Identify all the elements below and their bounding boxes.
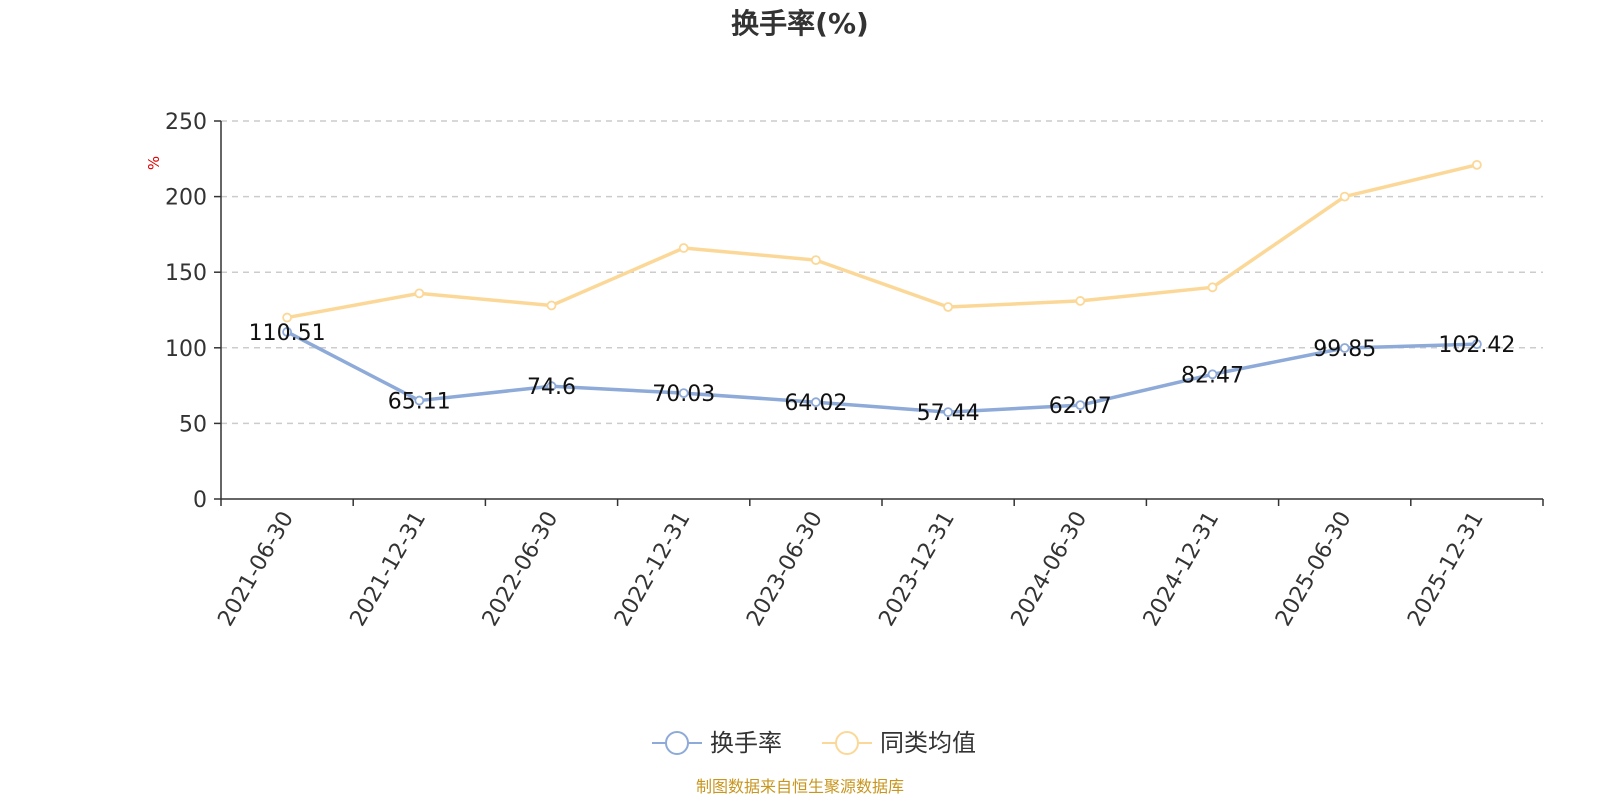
series-0-point[interactable] — [1339, 343, 1350, 353]
series-1-point[interactable] — [546, 300, 557, 311]
chart-title: 换手率(%) — [731, 7, 869, 40]
x-tick-label: 2021-06-30 — [213, 507, 299, 630]
y-tick-label: 0 — [193, 488, 207, 513]
data-label: 110.51 — [249, 321, 326, 346]
data-labels: 110.51 65.11 74.6 70.03 64.02 57.44 62.07 82.47… — [249, 321, 1516, 426]
series-1-point[interactable] — [811, 255, 821, 266]
series-1-point[interactable] — [414, 288, 425, 299]
series-1-point[interactable] — [678, 243, 689, 253]
series-0-point[interactable] — [943, 407, 953, 418]
data-source-note: 制图数据来自恒生聚源数据库 — [696, 777, 904, 796]
x-tick-label: 2023-12-31 — [874, 507, 960, 630]
data-label: 70.03 — [652, 382, 715, 407]
y-tick-label: 50 — [179, 412, 207, 437]
y-axis-label: % — [145, 156, 163, 170]
data-label: 99.85 — [1313, 337, 1376, 362]
legend[interactable]: 换手率 同类均值 — [652, 729, 976, 757]
series-1-point[interactable] — [282, 312, 293, 323]
series-1-point[interactable] — [1207, 282, 1218, 293]
data-label: 64.02 — [784, 391, 847, 416]
series-lines — [282, 159, 1482, 418]
y-tick-label: 250 — [165, 110, 207, 135]
x-tick-label: 2023-06-30 — [742, 507, 828, 630]
y-tick-label: 150 — [165, 261, 207, 286]
series-0-point[interactable] — [414, 395, 425, 406]
series-0-point[interactable] — [811, 397, 821, 408]
data-label: 82.47 — [1181, 363, 1244, 388]
data-label: 102.42 — [1438, 333, 1515, 358]
x-tick-label: 2024-12-31 — [1139, 507, 1225, 630]
series-0-point[interactable] — [678, 388, 689, 399]
series-line-1 — [286, 163, 1478, 320]
series-0-point[interactable] — [546, 381, 557, 392]
series-1-point[interactable] — [1075, 296, 1086, 306]
data-label: 62.07 — [1049, 394, 1112, 419]
data-label: 65.11 — [388, 390, 451, 415]
legend-label: 同类均值 — [880, 729, 976, 757]
series-line-0 — [286, 330, 1477, 414]
series-1-point[interactable] — [943, 302, 953, 312]
series-1-point[interactable] — [1339, 191, 1350, 202]
series-0-point[interactable] — [282, 327, 293, 337]
legend-item-0[interactable]: 换手率 — [652, 729, 782, 757]
legend-label: 换手率 — [710, 729, 782, 757]
series-0-point[interactable] — [1207, 369, 1218, 380]
x-tick-label: 2022-12-31 — [610, 507, 696, 630]
x-tick-label: 2024-06-30 — [1007, 507, 1093, 630]
x-tick-label: 2022-06-30 — [478, 507, 564, 630]
series-1-point[interactable] — [1472, 159, 1482, 170]
series-0-point[interactable] — [1075, 400, 1086, 411]
legend-circle-icon — [665, 731, 689, 755]
x-tick-label: 2025-12-31 — [1403, 507, 1489, 630]
data-label: 74.6 — [527, 375, 576, 400]
data-label: 57.44 — [917, 401, 980, 426]
x-tick-label: 2025-06-30 — [1271, 507, 1357, 630]
y-tick-label: 200 — [165, 186, 207, 211]
y-tick-label: 100 — [165, 337, 207, 362]
x-tick-label: 2021-12-31 — [346, 507, 432, 630]
legend-circle-icon — [835, 731, 859, 755]
legend-item-1[interactable]: 同类均值 — [822, 729, 976, 757]
series-0-point[interactable] — [1472, 339, 1482, 350]
axes: 0 50 100 150 200 250 2021-06-30 2021-12-31 2022-… — [165, 110, 1544, 631]
grid-lines — [221, 120, 1543, 425]
